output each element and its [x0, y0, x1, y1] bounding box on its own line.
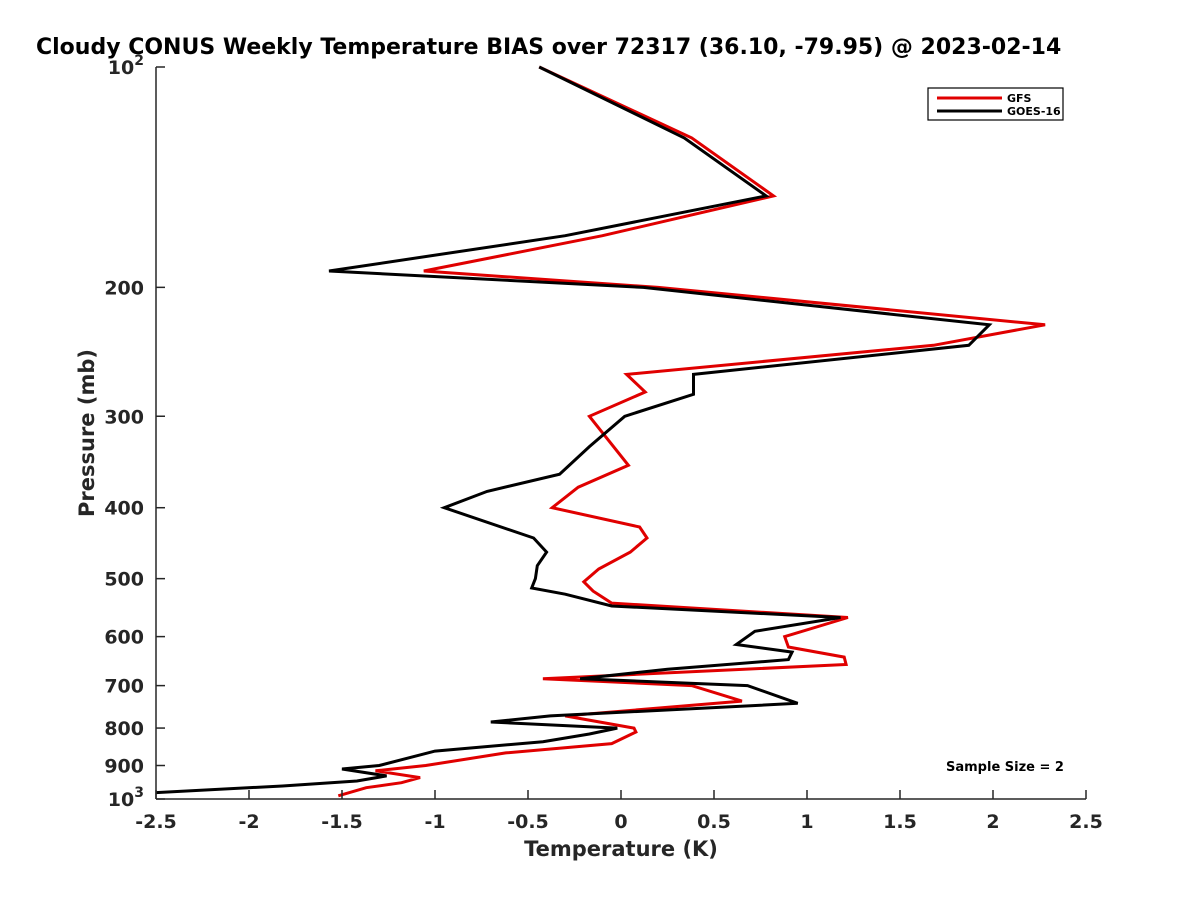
y-axis-ticks: 102 200 300 400 500 600 700 800 900 103 [104, 53, 165, 811]
x-tick-label: -1.5 [321, 811, 363, 833]
chart-title: Cloudy CONUS Weekly Temperature BIAS ove… [36, 35, 1061, 60]
legend-box [927, 87, 1064, 121]
plot-background [156, 67, 1086, 799]
x-tick-label: 0.5 [697, 811, 731, 833]
y-tick-label: 400 [104, 498, 144, 520]
x-tick-label: -2 [238, 811, 259, 833]
y-tick-label: 600 [104, 627, 144, 649]
y-tick-label: 800 [104, 718, 144, 740]
series-layer [155, 65, 1046, 798]
series-line-gfs [337, 65, 1046, 798]
y-tick-label: 102 [108, 53, 144, 79]
x-axis-ticks: -2.5 -2 -1.5 -1 -0.5 0 0.5 1 1.5 2 2.5 [135, 790, 1103, 833]
y-tick-label: 900 [104, 756, 144, 778]
legend-label-goes-16: GOES-16 [1007, 105, 1061, 118]
x-tick-label: 0 [614, 811, 627, 833]
x-tick-label: 1 [800, 811, 813, 833]
plot-area [155, 65, 1086, 800]
y-tick-label: 300 [104, 406, 144, 428]
series-line-goes-16 [155, 65, 993, 795]
x-tick-label: -0.5 [507, 811, 549, 833]
x-axis-label: Temperature (K) [524, 837, 718, 861]
x-tick-label: 2 [986, 811, 999, 833]
y-tick-label: 500 [104, 569, 144, 591]
y-tick-label: 200 [104, 277, 144, 299]
x-tick-label: -2.5 [135, 811, 177, 833]
x-tick-label: -1 [424, 811, 445, 833]
x-tick-label: 1.5 [883, 811, 917, 833]
legend-label-gfs: GFS [1007, 92, 1032, 105]
y-tick-label: 700 [104, 676, 144, 698]
y-axis-label: Pressure (mb) [75, 349, 99, 517]
y-tick-label: 103 [108, 785, 144, 811]
x-tick-label: 2.5 [1069, 811, 1103, 833]
sample-size-annotation: Sample Size = 2 [946, 760, 1064, 775]
